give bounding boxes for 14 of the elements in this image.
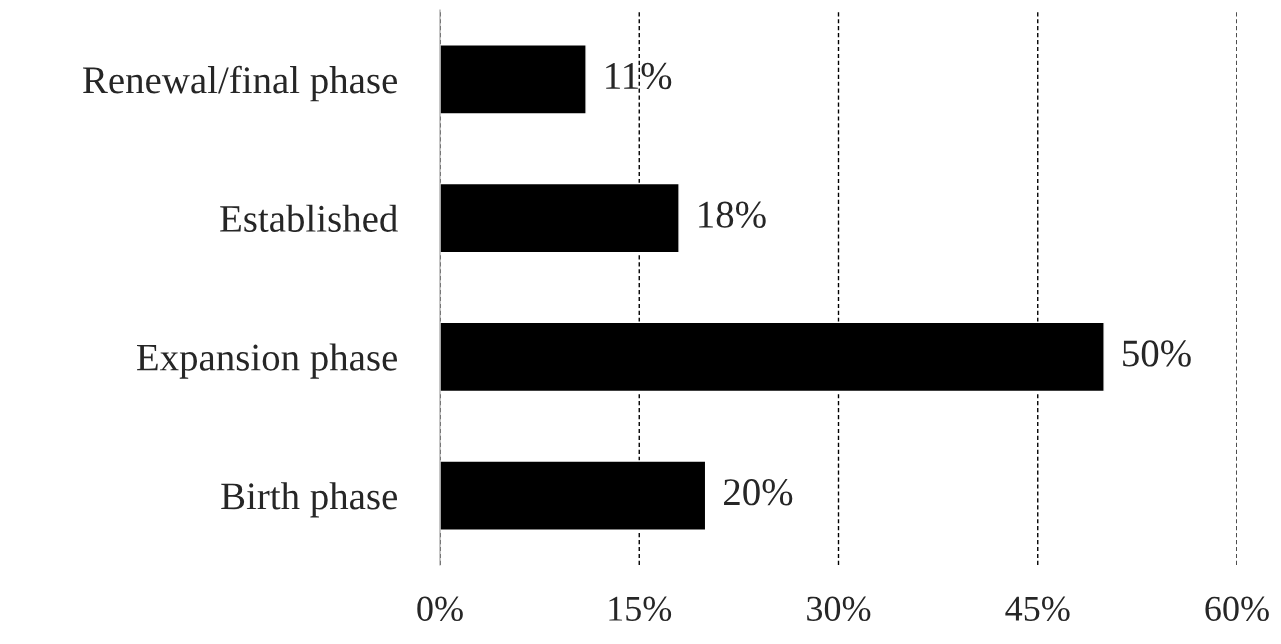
- x-tick-label: 30%: [807, 596, 871, 622]
- y-tick-label: Expansion phase: [137, 343, 397, 379]
- y-tick-label: Established: [220, 204, 398, 232]
- y-tick-label: Birth phase: [221, 482, 397, 518]
- x-tick-label: 0%: [417, 596, 463, 622]
- x-tick-label: 60%: [1205, 596, 1269, 622]
- data-label: 20%: [724, 479, 793, 506]
- data-label: 50%: [1123, 340, 1191, 367]
- y-tick-label: Renewal/final phase: [83, 65, 397, 102]
- data-label: 11%: [606, 62, 672, 90]
- bar: [440, 43, 587, 115]
- x-tick-label: 15%: [609, 596, 672, 622]
- x-tick-label: 45%: [1005, 596, 1070, 622]
- data-label: 18%: [699, 201, 766, 228]
